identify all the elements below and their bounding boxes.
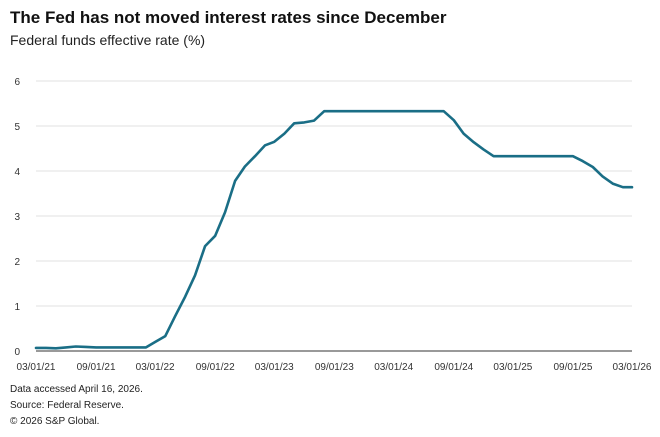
x-tick-label: 03/01/26 xyxy=(613,362,652,373)
data-accessed-note: Data accessed April 16, 2026. xyxy=(10,384,143,395)
y-tick-label: 3 xyxy=(14,212,20,223)
x-tick-label: 03/01/25 xyxy=(493,362,532,373)
chart-subtitle: Federal funds effective rate (%) xyxy=(10,32,206,48)
y-gridlines xyxy=(36,80,632,352)
footnotes: Data accessed April 16, 2026. Source: Fe… xyxy=(10,382,143,430)
x-tick-label: 09/01/25 xyxy=(553,362,592,373)
source-note: Source: Federal Reserve. xyxy=(10,400,124,411)
chart-title: The Fed has not moved interest rates sin… xyxy=(10,8,447,27)
x-tick-label: 03/01/22 xyxy=(136,362,175,373)
fed-funds-rate-line xyxy=(34,109,634,350)
x-tick-label: 09/01/21 xyxy=(77,362,116,373)
y-tick-label: 6 xyxy=(14,77,20,88)
y-tick-label: 5 xyxy=(14,122,20,133)
x-tick-labels: 03/01/21 09/01/21 03/01/22 09/01/22 03/01/23… xyxy=(17,362,652,373)
x-tick-label: 09/01/22 xyxy=(196,362,235,373)
y-tick-label: 1 xyxy=(14,302,20,313)
y-tick-label: 4 xyxy=(14,167,20,178)
x-tick-label: 03/01/21 xyxy=(17,362,56,373)
x-tick-label: 09/01/23 xyxy=(315,362,354,373)
y-tick-label: 0 xyxy=(14,347,20,358)
x-tick-label: 09/01/24 xyxy=(434,362,473,373)
y-tick-labels: 0 1 2 3 4 5 6 xyxy=(14,77,20,358)
x-tick-label: 03/01/23 xyxy=(255,362,294,373)
copyright-note: © 2026 S&P Global. xyxy=(10,416,100,427)
x-tick-label: 03/01/24 xyxy=(374,362,413,373)
y-tick-label: 2 xyxy=(14,257,20,268)
